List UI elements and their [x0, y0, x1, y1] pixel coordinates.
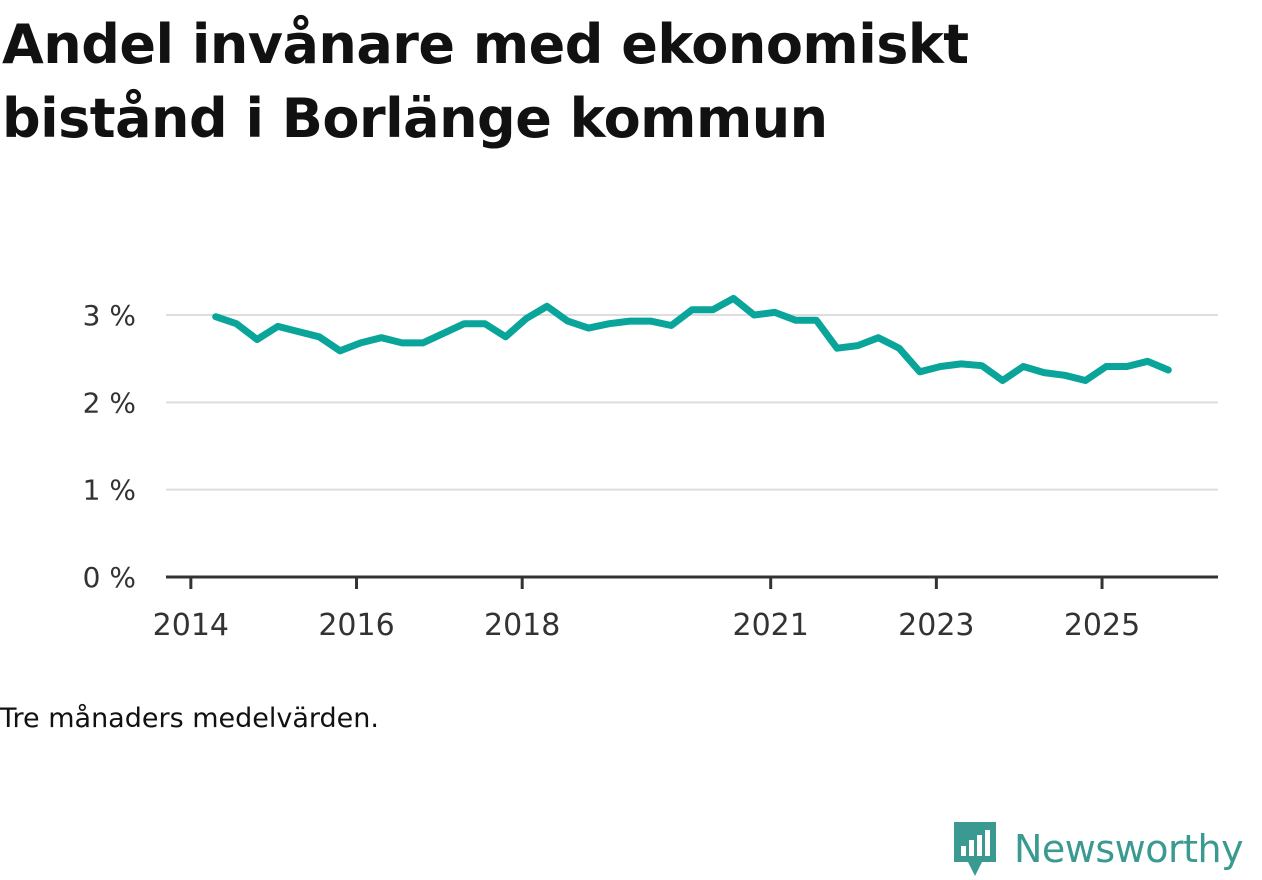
y-tick-label: 1 % [83, 474, 136, 507]
chart-note: Tre månaders medelvärden. [0, 703, 379, 734]
y-axis-labels: 0 % 1 % 2 % 3 % [83, 299, 136, 594]
x-tick-label: 2018 [484, 608, 560, 643]
x-tick-label: 2021 [733, 608, 809, 643]
brand-name: Newsworthy [1014, 827, 1244, 871]
x-tick-label: 2016 [318, 608, 394, 643]
line-chart: 0 % 1 % 2 % 3 % 2014 2016 2018 2021 2023 2025 [83, 294, 1218, 643]
brand-logo: Newsworthy [950, 818, 1244, 880]
x-tick-label: 2025 [1064, 608, 1140, 643]
x-axis-ticks: 2014 2016 2018 2021 2023 2025 [153, 577, 1140, 643]
x-tick-label: 2014 [153, 608, 229, 643]
y-tick-label: 3 % [83, 299, 136, 332]
y-tick-label: 2 % [83, 386, 136, 419]
series [212, 294, 1172, 384]
chart-title: Andel invånare med ekonomiskt bistånd i … [2, 13, 969, 150]
series-line [212, 294, 1172, 384]
grid-lines [166, 314, 1218, 491]
x-tick-label: 2023 [898, 608, 974, 643]
newsworthy-logo-icon [954, 822, 996, 876]
y-tick-label: 0 % [83, 561, 136, 594]
